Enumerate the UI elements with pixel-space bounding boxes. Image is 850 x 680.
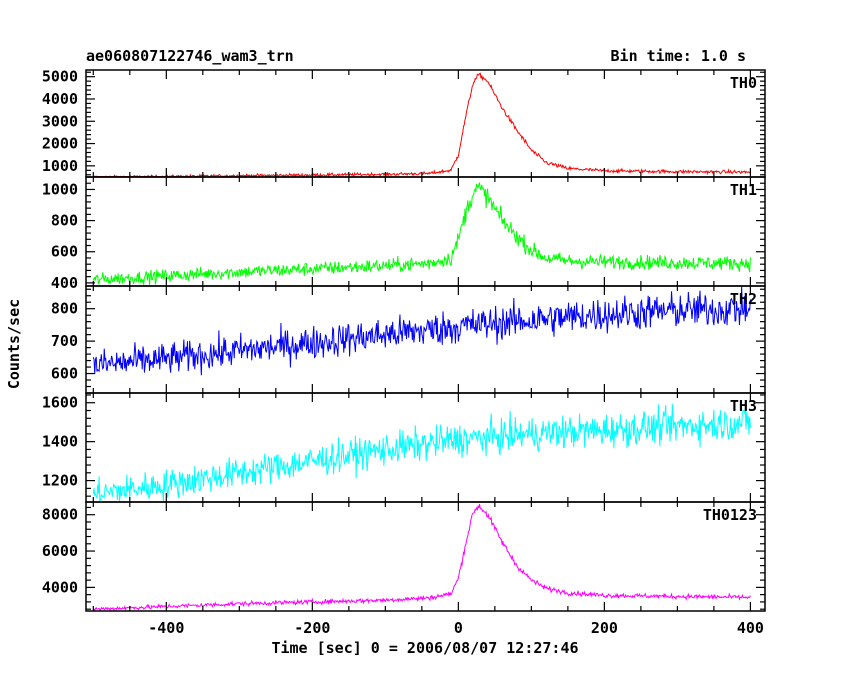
x-axis-label: Time [sec] 0 = 2006/08/07 12:27:46: [271, 639, 578, 657]
y-tick-label: 1000: [42, 157, 78, 175]
y-tick-label: 1000: [42, 180, 78, 198]
panel-th0123: 4000 6000 8000 TH0123: [42, 501, 766, 612]
y-tick-label: 400: [51, 274, 78, 292]
panel-name-th0: TH0: [730, 74, 757, 92]
panel-th2: 600 700 800 TH2: [51, 285, 766, 394]
y-tick-label: 8000: [42, 506, 78, 524]
x-tick-label: -200: [294, 619, 330, 637]
y-tick-label: 1200: [42, 472, 78, 490]
y-tick-label: 600: [51, 243, 78, 261]
x-tick-label: 200: [591, 619, 618, 637]
panel-th0: 1000 2000 3000 4000 5000 TH0: [42, 68, 766, 178]
bin-time-label: Bin time: 1.0 s: [611, 47, 746, 65]
panel-frame: [85, 176, 766, 287]
panel-name-th0123: TH0123: [703, 506, 757, 524]
panel-name-th3: TH3: [730, 397, 757, 415]
x-tick-label: -400: [148, 619, 184, 637]
y-tick-label: 6000: [42, 542, 78, 560]
panel-name-th1: TH1: [730, 181, 757, 199]
series-line-th0123: [92, 503, 751, 611]
y-tick-label: 1600: [42, 394, 78, 412]
y-tick-label: 5000: [42, 68, 78, 86]
y-tick-label: 3000: [42, 112, 78, 130]
y-tick-label: 2000: [42, 135, 78, 153]
panel-frame: [85, 69, 766, 178]
series-line-th3: [92, 404, 751, 502]
y-axis-label: Counts/sec: [5, 299, 23, 389]
y-tick-label: 600: [51, 365, 78, 383]
y-tick-label: 4000: [42, 578, 78, 596]
series-line-th1: [92, 182, 751, 285]
y-tick-label: 4000: [42, 90, 78, 108]
panel-frame: [85, 285, 766, 394]
chart-title: ae060807122746_wam3_trn: [86, 47, 294, 65]
x-tick-label: 0: [454, 619, 463, 637]
series-line-th0: [93, 72, 751, 177]
y-tick-label: 700: [51, 332, 78, 350]
y-tick-label: 1400: [42, 433, 78, 451]
panel-frame: [85, 501, 766, 612]
y-tick-label: 800: [51, 212, 78, 230]
series-line-th2: [92, 286, 751, 376]
x-tick-label: 400: [737, 619, 764, 637]
panel-th3: 1200 1400 1600 TH3: [42, 392, 766, 503]
panel-name-th2: TH2: [730, 290, 757, 308]
y-tick-label: 800: [51, 300, 78, 318]
panel-th1: 400 600 800 1000 TH1: [42, 176, 766, 292]
